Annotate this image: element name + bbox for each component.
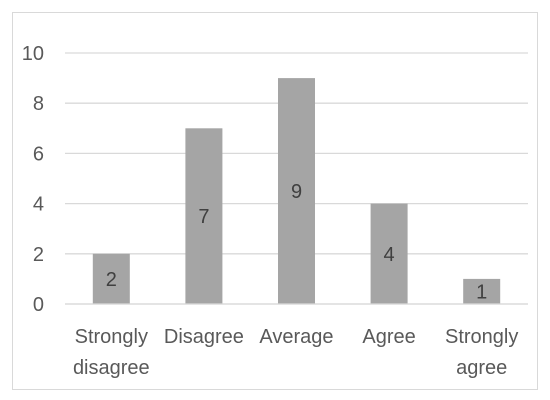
y-tick-label: 6 [33, 143, 44, 165]
data-label: 7 [198, 206, 209, 228]
x-tick-label: disagree [73, 357, 150, 379]
bar [185, 128, 223, 304]
x-axis: Strongly disagree Disagree Average Agree Stro… [65, 303, 528, 379]
y-tick-label: 0 [33, 294, 44, 316]
bar [370, 203, 408, 304]
x-tick-label: Strongly [75, 326, 148, 348]
data-label: 1 [476, 281, 487, 303]
bars [92, 78, 501, 304]
x-tick-label: Agree [362, 326, 415, 348]
bar [278, 78, 315, 304]
y-tick-label: 2 [33, 244, 44, 266]
data-labels: 2 7 9 4 1 [106, 181, 488, 303]
x-tick-label: agree [456, 357, 507, 379]
data-label: 9 [291, 181, 302, 203]
y-tick-label: 10 [22, 43, 44, 65]
chart-frame [12, 12, 538, 390]
y-tick-label: 4 [33, 194, 44, 216]
bar [92, 253, 130, 304]
x-tick-label: Disagree [164, 326, 244, 348]
y-axis: 0 2 4 6 8 10 [22, 43, 44, 316]
bar [463, 278, 501, 304]
data-label: 2 [106, 269, 117, 291]
x-tick-label: Average [259, 326, 333, 348]
x-tick-label: Strongly [445, 326, 518, 348]
y-tick-label: 8 [33, 93, 44, 115]
data-label: 4 [384, 244, 395, 266]
